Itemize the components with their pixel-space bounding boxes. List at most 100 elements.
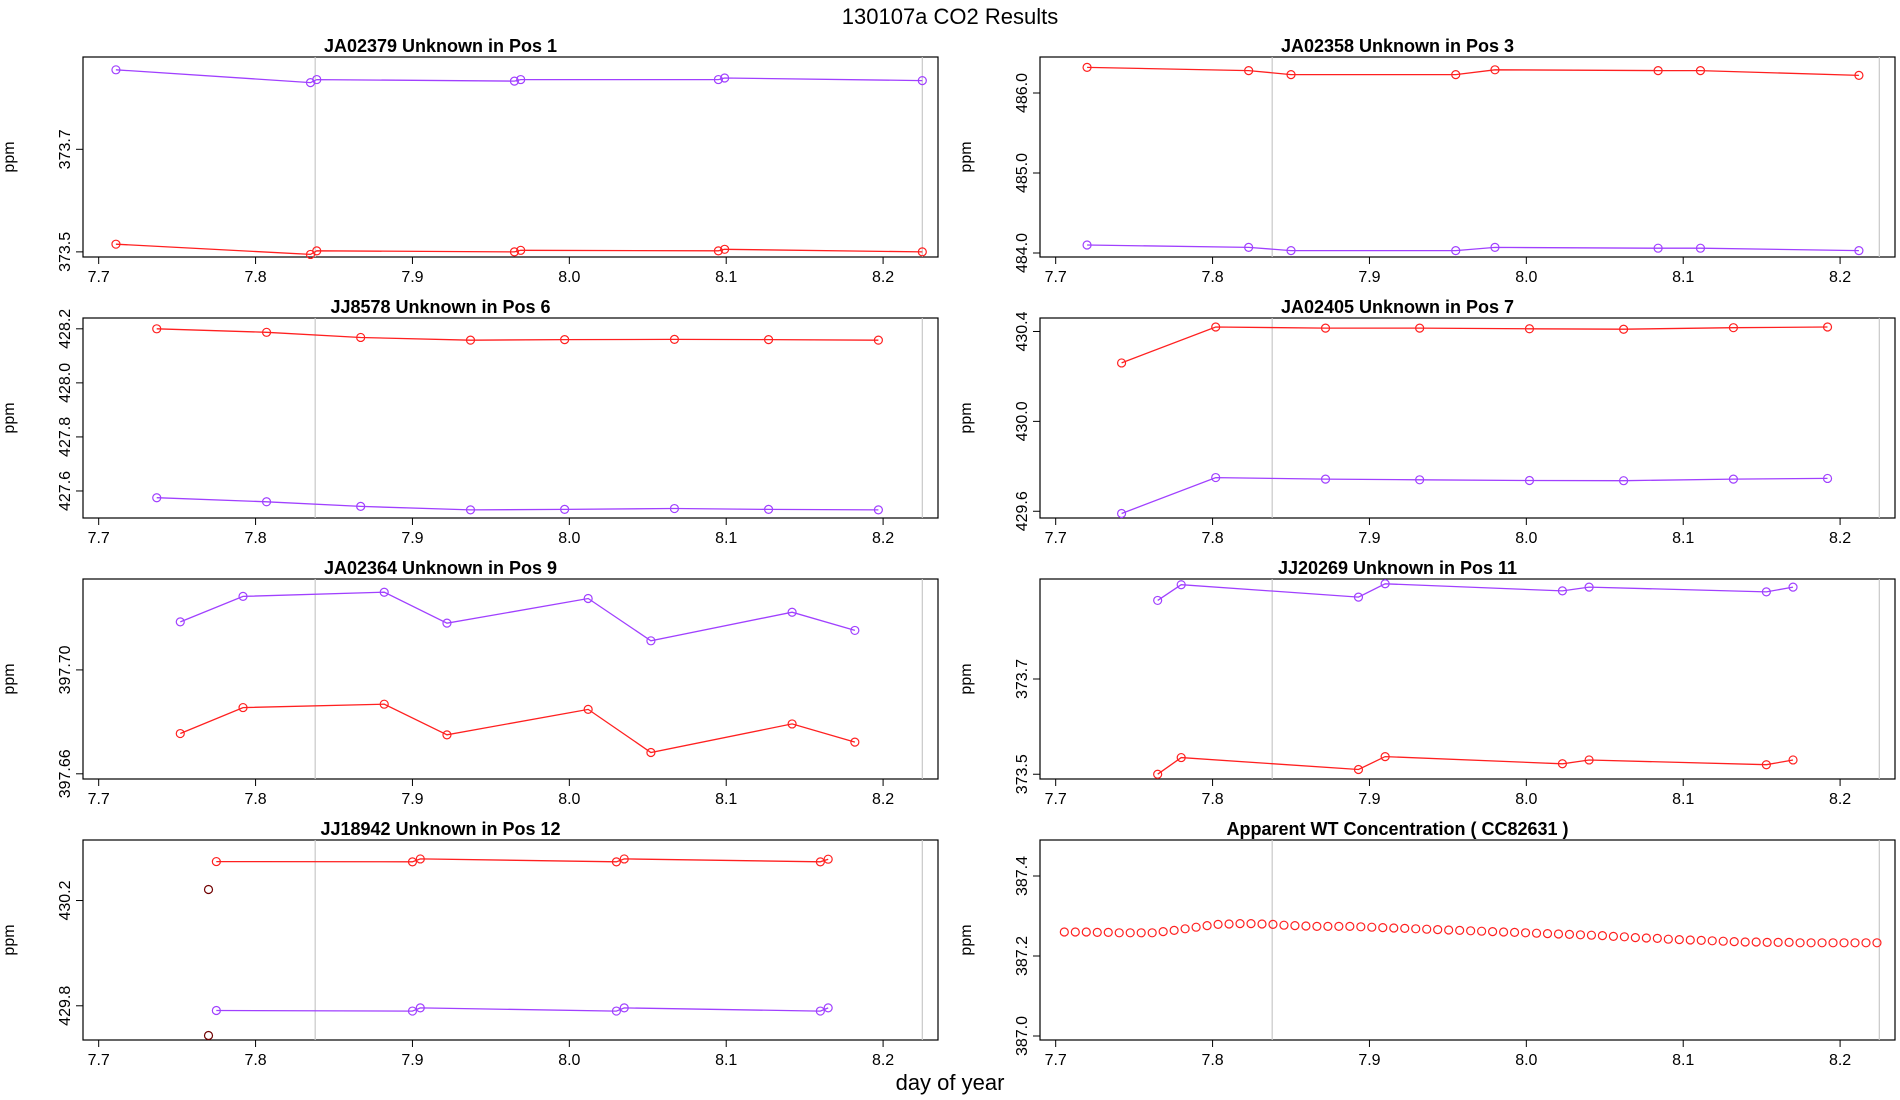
data-point-red <box>1788 755 1798 765</box>
data-point-red <box>1380 752 1390 762</box>
data-point-red <box>1653 65 1663 76</box>
panel-title: JA02364 Unknown in Pos 9 <box>324 558 557 578</box>
data-point-WT <box>1345 921 1355 932</box>
data-point-WT <box>1817 938 1827 948</box>
data-point-red <box>415 854 425 864</box>
panel-7: JJ18942 Unknown in Pos 12 7.7 7.8 7.9 8.0 8.1… <box>1 819 939 1069</box>
y-axis-label: ppm <box>958 402 975 433</box>
data-point-WT <box>1433 924 1443 935</box>
data-point-WT <box>1092 927 1102 938</box>
data-point-WT <box>1619 932 1629 942</box>
x-tick-label: 8.1 <box>715 530 737 547</box>
y-tick-label: 427.8 <box>57 417 74 457</box>
series-line-red <box>180 703 856 754</box>
series-line-red <box>1157 755 1794 775</box>
panel-title: JA02405 Unknown in Pos 7 <box>1281 297 1514 317</box>
plot-frame <box>82 839 939 1041</box>
y-tick-label: 429.8 <box>57 986 74 1026</box>
data-point-red <box>465 335 476 345</box>
data-point-purple <box>917 75 927 86</box>
x-tick-label: 8.2 <box>872 269 894 286</box>
x-tick-label: 8.2 <box>872 530 894 547</box>
y-axis-label: ppm <box>1 663 18 694</box>
data-point-WT <box>1488 926 1498 937</box>
x-tick-label: 8.1 <box>1672 1052 1694 1069</box>
data-point-WT <box>1378 922 1388 933</box>
data-point-WT <box>1553 929 1564 939</box>
data-point-WT <box>1740 937 1750 947</box>
data-point-red <box>583 704 593 714</box>
data-point-purple <box>1211 472 1221 483</box>
data-point-red <box>1490 65 1500 75</box>
data-point-purple <box>1822 473 1833 484</box>
figure-title: 130107a CO2 Results <box>842 4 1058 29</box>
data-point-outlier <box>203 884 214 895</box>
panel-title: JJ18942 Unknown in Pos 12 <box>320 819 560 839</box>
panel-5: JA02364 Unknown in Pos 9 7.7 7.8 7.9 8.0 8.1 8… <box>1 558 939 808</box>
data-point-WT <box>1466 926 1476 936</box>
data-point-purple <box>1176 580 1186 590</box>
y-tick-label: 373.5 <box>1014 754 1031 794</box>
data-point-red <box>1557 759 1568 769</box>
x-tick-label: 8.0 <box>1515 791 1537 808</box>
data-point-red <box>1618 324 1629 334</box>
data-point-purple <box>261 497 272 507</box>
data-point-red <box>1584 755 1594 765</box>
x-tick-label: 8.2 <box>1829 269 1851 286</box>
data-point-red <box>1415 323 1425 333</box>
panel-2: JA02358 Unknown in Pos 3 7.7 7.8 7.9 8.0 8.1 8… <box>958 36 1896 286</box>
x-tick-label: 8.1 <box>715 1052 737 1069</box>
x-tick-label: 7.7 <box>1045 1052 1067 1069</box>
x-tick-label: 7.8 <box>244 269 266 286</box>
y-axis-label: ppm <box>958 924 975 955</box>
data-point-WT <box>1389 923 1399 933</box>
data-point-purple <box>720 73 730 83</box>
data-point-WT <box>1674 934 1684 945</box>
data-point-WT <box>1059 927 1069 937</box>
data-point-purple <box>238 591 248 602</box>
data-point-WT <box>1608 931 1618 942</box>
x-tick-label: 7.9 <box>1358 269 1380 286</box>
data-point-purple <box>211 1005 221 1016</box>
data-point-purple <box>465 505 476 515</box>
data-point-purple <box>646 636 656 646</box>
data-point-WT <box>1114 928 1124 938</box>
data-point-WT <box>1839 938 1849 948</box>
data-point-WT <box>1301 921 1311 931</box>
data-point-red <box>850 737 860 747</box>
y-axis-label: ppm <box>1 924 18 955</box>
x-tick-label: 7.9 <box>401 269 423 286</box>
data-point-purple <box>713 74 723 85</box>
y-tick-label: 387.0 <box>1014 1016 1031 1056</box>
panels-group: JA02379 Unknown in Pos 1 7.7 7.8 7.9 8.0 8.1 8… <box>1 36 1896 1069</box>
x-tick-label: 7.9 <box>1358 530 1380 547</box>
y-tick-label: 387.4 <box>1014 856 1031 896</box>
data-point-purple <box>415 1003 425 1013</box>
panel-4: JA02405 Unknown in Pos 7 7.7 7.8 7.9 8.0 8.1 8… <box>958 297 1896 547</box>
data-point-WT <box>1444 925 1454 935</box>
data-point-WT <box>1224 919 1234 929</box>
x-tick-label: 8.2 <box>1829 530 1851 547</box>
x-tick-label: 8.1 <box>1672 530 1694 547</box>
data-point-red <box>560 335 570 345</box>
data-point-WT <box>1861 938 1871 948</box>
data-point-purple <box>850 625 860 636</box>
data-point-WT <box>1356 922 1366 932</box>
data-point-WT <box>1455 925 1465 936</box>
series-line-purple <box>1087 244 1859 252</box>
data-point-purple <box>611 1006 621 1016</box>
data-point-WT <box>1158 926 1168 937</box>
x-tick-label: 8.2 <box>1829 1052 1851 1069</box>
panel-title: JJ8578 Unknown in Pos 6 <box>330 297 550 317</box>
data-point-WT <box>1641 933 1651 943</box>
data-point-red <box>646 747 656 758</box>
y-tick-label: 484.0 <box>1014 233 1031 273</box>
data-point-red <box>152 324 162 334</box>
y-tick-label: 486.0 <box>1014 73 1031 113</box>
data-point-WT <box>1323 921 1333 932</box>
panel-title: JA02358 Unknown in Pos 3 <box>1281 36 1514 56</box>
data-point-WT <box>1213 919 1223 930</box>
y-tick-label: 428.2 <box>57 309 74 349</box>
data-point-WT <box>1422 924 1432 934</box>
